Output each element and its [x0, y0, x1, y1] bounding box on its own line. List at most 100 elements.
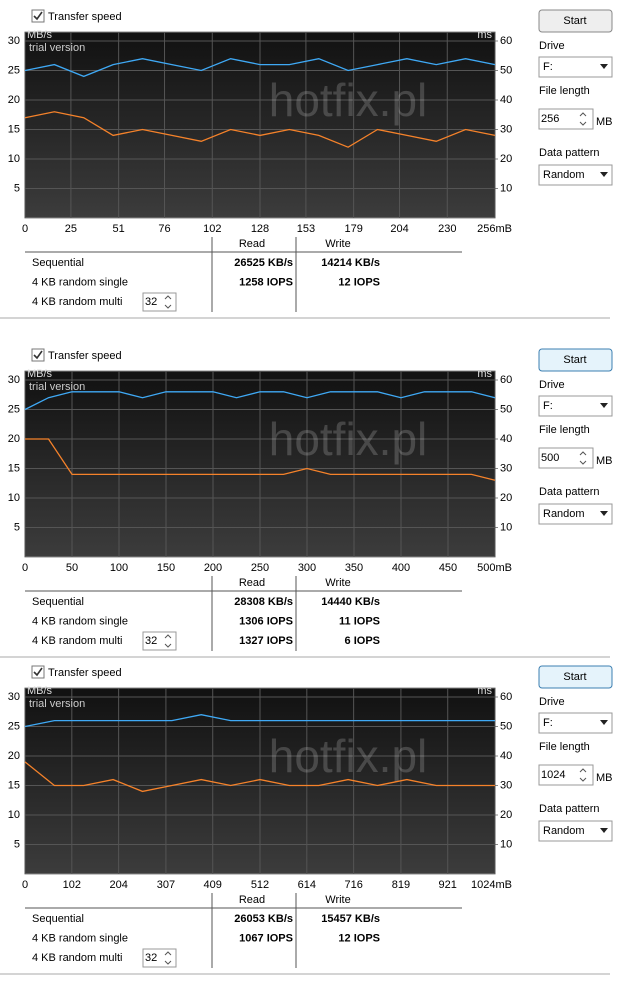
y-axis-label: MB/s: [27, 685, 53, 697]
checkbox-label: Transfer speed: [48, 11, 122, 23]
x-tick-label: 179: [344, 223, 362, 235]
spinner-arrows: [164, 295, 172, 309]
read-result: 1258 IOPS: [239, 276, 293, 288]
y-axis-label: MB/s: [27, 368, 53, 380]
y2-axis-label: ms: [477, 29, 492, 41]
column-header: Read: [239, 238, 265, 250]
speed-line: [25, 438, 496, 481]
x-tick-label: 716: [344, 879, 362, 891]
unit-label: MB: [596, 772, 613, 784]
drive-select[interactable]: [538, 712, 613, 734]
y2-tick-label: 50: [500, 403, 512, 415]
x-tick-label: 76: [158, 223, 170, 235]
checkbox[interactable]: [31, 665, 45, 679]
data-pattern-select[interactable]: [538, 164, 613, 186]
column-header: Read: [239, 577, 265, 589]
check-mark: [33, 350, 43, 360]
checkbox[interactable]: [31, 9, 45, 23]
file-length-value: 1024: [541, 769, 565, 781]
row-label: 4 KB random multi: [32, 952, 122, 964]
data-pattern-select[interactable]: [538, 503, 613, 525]
file-length-label: File length: [539, 85, 590, 97]
y2-tick-label: 60: [500, 35, 512, 47]
row-label: 4 KB random single: [32, 615, 128, 627]
queue-spinner[interactable]: [142, 948, 177, 968]
data-pattern-label: Data pattern: [539, 486, 600, 498]
x-tick-label: 102: [203, 223, 221, 235]
read-result: 26525 KB/s: [234, 257, 293, 269]
x-tick-label: 200: [204, 562, 222, 574]
row-label: Sequential: [32, 596, 84, 608]
dropdown-arrow: [600, 828, 608, 833]
drive-select[interactable]: [538, 395, 613, 417]
watermark: hotfix.pl: [269, 413, 428, 465]
file-length-input[interactable]: [538, 108, 594, 130]
spinner-arrows: [579, 112, 587, 126]
queue-spinner[interactable]: [142, 292, 177, 312]
y-tick-label: 10: [8, 809, 20, 821]
unit-label: MB: [596, 455, 613, 467]
file-length-input[interactable]: [538, 764, 594, 786]
start-button[interactable]: [538, 348, 613, 372]
y2-tick-label: 10: [500, 182, 512, 194]
x-tick-label: 102: [63, 879, 81, 891]
y2-tick-label: 50: [500, 720, 512, 732]
queue-spinner[interactable]: [142, 631, 177, 651]
dropdown-arrow: [600, 511, 608, 516]
y-tick-label: 20: [8, 433, 20, 445]
drive-select[interactable]: [538, 56, 613, 78]
drive-value: F:: [543, 61, 553, 73]
dropdown-arrow: [600, 720, 608, 725]
y-tick-label: 25: [8, 64, 20, 76]
y-tick-label: 5: [14, 182, 20, 194]
speed-line: [24, 761, 495, 793]
checkbox[interactable]: [31, 348, 45, 362]
y2-tick-label: 30: [500, 779, 512, 791]
queue-value: 32: [145, 635, 157, 647]
trial-note: trial version: [29, 698, 85, 710]
y-tick-label: 25: [8, 403, 20, 415]
x-tick-label: 512: [251, 879, 269, 891]
x-tick-label: 614: [298, 879, 316, 891]
x-tick-label: 307: [157, 879, 175, 891]
checkbox-label: Transfer speed: [48, 667, 122, 679]
write-result: 14440 KB/s: [321, 596, 380, 608]
trial-note: trial version: [29, 42, 85, 54]
x-tick-label: 150: [157, 562, 175, 574]
x-tick-label: 51: [113, 223, 125, 235]
speed-line: [24, 111, 496, 148]
y2-tick-label: 40: [500, 433, 512, 445]
check-mark: [33, 667, 43, 677]
column-header: Read: [239, 894, 265, 906]
x-tick-label: 0: [22, 562, 28, 574]
write-result: 12 IOPS: [338, 276, 380, 288]
column-header: Write: [325, 577, 350, 589]
trial-note: trial version: [29, 381, 85, 393]
start-button-label: Start: [563, 15, 586, 27]
x-tick-label: 0: [22, 223, 28, 235]
x-tick-label: 128: [251, 223, 269, 235]
watermark: hotfix.pl: [269, 74, 428, 126]
file-length-input[interactable]: [538, 447, 594, 469]
speed-line: [24, 58, 496, 78]
y2-tick-label: 20: [500, 809, 512, 821]
y2-tick-label: 40: [500, 94, 512, 106]
y-axis-label: MB/s: [27, 29, 53, 41]
drive-label: Drive: [539, 379, 565, 391]
row-label: 4 KB random single: [32, 932, 128, 944]
start-button-label: Start: [563, 671, 586, 683]
data-pattern-value: Random: [543, 825, 585, 837]
file-length-value: 500: [541, 452, 559, 464]
start-button[interactable]: [538, 665, 613, 689]
file-length-label: File length: [539, 741, 590, 753]
y2-tick-label: 60: [500, 691, 512, 703]
y2-tick-label: 10: [500, 838, 512, 850]
read-result: 1067 IOPS: [239, 932, 293, 944]
read-result: 28308 KB/s: [234, 596, 293, 608]
data-pattern-select[interactable]: [538, 820, 613, 842]
start-button[interactable]: [538, 9, 613, 33]
write-result: 14214 KB/s: [321, 257, 380, 269]
column-header: Write: [325, 894, 350, 906]
y-tick-label: 15: [8, 462, 20, 474]
